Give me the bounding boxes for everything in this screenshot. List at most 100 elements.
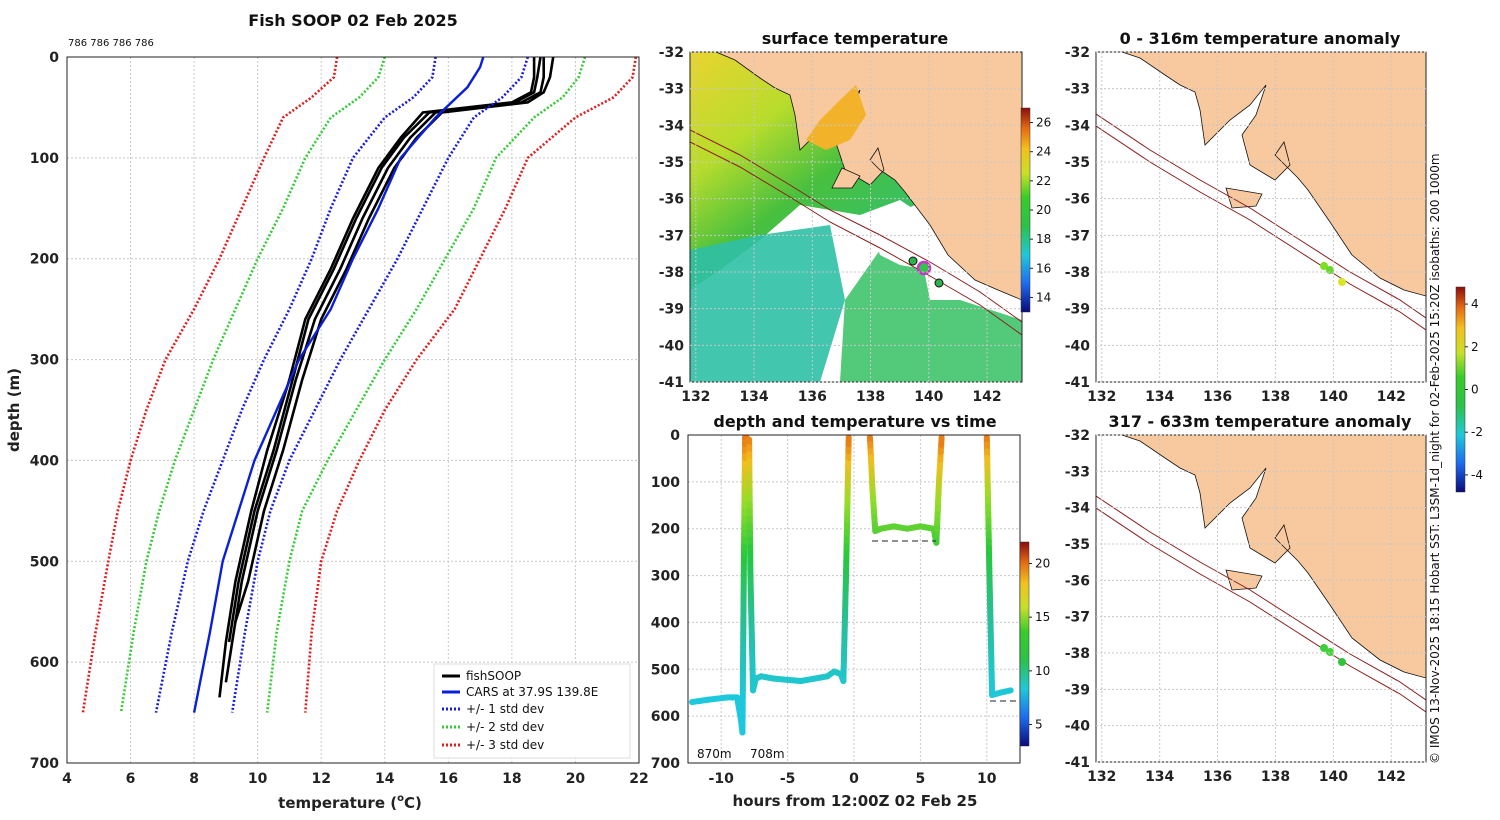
anom1-marker bbox=[1320, 262, 1328, 270]
time-cbar-tick: 10 bbox=[1035, 664, 1050, 678]
profile-ytick: 700 bbox=[30, 756, 59, 772]
sst-ytick: -32 bbox=[659, 45, 684, 61]
anom1-ytick: -32 bbox=[1065, 45, 1090, 61]
profile-ytick: 600 bbox=[30, 655, 59, 671]
anom1-marker bbox=[1338, 278, 1346, 286]
sst-ocean-cool bbox=[690, 225, 845, 382]
profile-xtick: 12 bbox=[311, 771, 330, 787]
sst-xtick: 142 bbox=[972, 389, 1001, 405]
anom2-marker bbox=[1320, 644, 1328, 652]
anom-cbar-tick: 4 bbox=[1471, 297, 1479, 311]
time-cbar-tick: 20 bbox=[1035, 556, 1050, 570]
time-xlabel: hours from 12:00Z 02 Feb 25 bbox=[733, 792, 978, 810]
time-xtick: 0 bbox=[849, 771, 859, 787]
profile-ytick: 300 bbox=[30, 353, 59, 369]
anom1-ytick: -39 bbox=[1065, 302, 1090, 318]
profile-line--2-std-dev bbox=[265, 56, 587, 713]
anom1-ytick: -41 bbox=[1065, 375, 1090, 391]
anom2-ytick: -32 bbox=[1065, 428, 1090, 444]
anom2-ytick: -37 bbox=[1065, 610, 1090, 626]
sst-cbar-tick: 22 bbox=[1036, 174, 1051, 188]
sst-ytick: -36 bbox=[659, 192, 684, 208]
sst-current-position-marker bbox=[916, 260, 932, 276]
anom2-xtick: 138 bbox=[1261, 769, 1290, 785]
anom2-ytick: -35 bbox=[1065, 537, 1090, 553]
time-ytick: 700 bbox=[651, 756, 680, 772]
time-series bbox=[688, 435, 1014, 736]
time-ytick: 100 bbox=[651, 475, 680, 491]
profile-xtick: 4 bbox=[62, 771, 72, 787]
sst-xtick: 132 bbox=[681, 389, 710, 405]
sst-xtick: 136 bbox=[798, 389, 827, 405]
anom2-xtick: 134 bbox=[1145, 769, 1174, 785]
profile-ylabel: depth (m) bbox=[5, 368, 23, 452]
profile-line-fishsoop-1 bbox=[218, 57, 536, 698]
anom1-ytick: -38 bbox=[1065, 265, 1090, 281]
time-ann-2: 708m bbox=[750, 747, 785, 761]
anom2-isobath-200 bbox=[1096, 495, 1426, 701]
time-colorbar bbox=[1019, 541, 1030, 747]
profile-line--2-std-dev bbox=[119, 56, 387, 713]
anom1-xtick: 132 bbox=[1087, 389, 1116, 405]
time-panel: depth and temperature vs time -10 -5 0 5 100… bbox=[651, 412, 1051, 810]
time-ytick: 400 bbox=[651, 615, 680, 631]
profile-ytick: 100 bbox=[30, 151, 59, 167]
anom2-title: 317 - 633m temperature anomaly bbox=[1109, 412, 1412, 431]
anom2-ytick: -34 bbox=[1065, 501, 1091, 517]
profile-line--3-std-dev bbox=[81, 56, 339, 713]
profile-line--1-std-dev bbox=[154, 56, 437, 713]
profile-line-cars-at-37-9s-139-8e bbox=[192, 56, 485, 713]
anom2-ytick: -38 bbox=[1065, 646, 1090, 662]
anom2-xtick: 142 bbox=[1377, 769, 1406, 785]
legend-std2: +/- 2 std dev bbox=[466, 720, 544, 734]
profile-ids: 786 786 786 786 bbox=[68, 38, 154, 49]
anom2-ytick: -36 bbox=[1065, 573, 1090, 589]
sst-ytick: -41 bbox=[659, 375, 684, 391]
anom2-xtick: 140 bbox=[1319, 769, 1348, 785]
anom2-marker bbox=[1326, 648, 1334, 656]
anom-cbar-tick: -4 bbox=[1471, 468, 1483, 482]
anom2-ytick: -39 bbox=[1065, 682, 1090, 698]
profile-frame bbox=[66, 56, 640, 764]
legend-std1: +/- 1 std dev bbox=[466, 702, 544, 716]
legend-fish: fishSOOP bbox=[466, 669, 521, 683]
profile-ytick: 500 bbox=[30, 554, 59, 570]
profile-line-fishsoop-2 bbox=[224, 57, 545, 683]
profile-ytick: 400 bbox=[30, 453, 59, 469]
sst-xtick: 138 bbox=[856, 389, 885, 405]
sst-ocean-south bbox=[840, 250, 1022, 382]
time-cbar-tick: 5 bbox=[1035, 718, 1043, 732]
anomaly2-panel: 317 - 633m temperature anomaly 132 134 136… bbox=[1065, 412, 1427, 785]
sst-map-body bbox=[690, 52, 1022, 382]
sst-cbar-tick: 26 bbox=[1036, 116, 1051, 130]
anom1-xtick: 134 bbox=[1145, 389, 1174, 405]
sst-cbar-tick: 24 bbox=[1036, 145, 1051, 159]
anom-cbar-tick: 0 bbox=[1471, 383, 1479, 397]
profile-line-fishsoop-3 bbox=[234, 56, 555, 623]
anom1-title: 0 - 316m temperature anomaly bbox=[1120, 29, 1401, 48]
profile-ytick: 200 bbox=[30, 252, 59, 268]
anom1-ytick: -37 bbox=[1065, 228, 1090, 244]
sst-station-marker bbox=[908, 256, 918, 266]
anom-colorbar bbox=[1455, 286, 1466, 493]
time-cbar-tick: 15 bbox=[1035, 610, 1050, 624]
anom1-island bbox=[1225, 187, 1263, 209]
profile-title: Fish SOOP 02 Feb 2025 bbox=[248, 11, 457, 30]
profile-ticks: 4 6 8 10 12 14 16 18 20 22 0 100 200 300 400 500 600 700 bbox=[30, 50, 649, 787]
anom1-ytick: -35 bbox=[1065, 155, 1090, 171]
profile-xtick: 6 bbox=[126, 771, 136, 787]
anom-cbar-tick: 2 bbox=[1471, 340, 1479, 354]
sst-station-marker bbox=[934, 278, 944, 288]
anom-colorbar-ticks: -4 -2 0 2 4 bbox=[1465, 297, 1483, 482]
time-ytick: 600 bbox=[651, 709, 680, 725]
sst-cbar-tick: 16 bbox=[1036, 261, 1051, 275]
time-colorbar-ticks: 5 10 15 20 bbox=[1029, 556, 1050, 732]
time-ann-1: 870m bbox=[697, 747, 732, 761]
profile-line-fishsoop-4 bbox=[227, 56, 542, 643]
credit-text: © IMOS 13-Nov-2025 18:15 Hobart SST: L3S… bbox=[1428, 153, 1442, 764]
sst-ytick: -34 bbox=[659, 118, 685, 134]
profile-legend: fishSOOP CARS at 37.9S 139.8E +/- 1 std … bbox=[433, 663, 631, 759]
profile-xtick: 16 bbox=[439, 771, 458, 787]
profile-xlabel: temperature (oC) bbox=[278, 793, 422, 812]
